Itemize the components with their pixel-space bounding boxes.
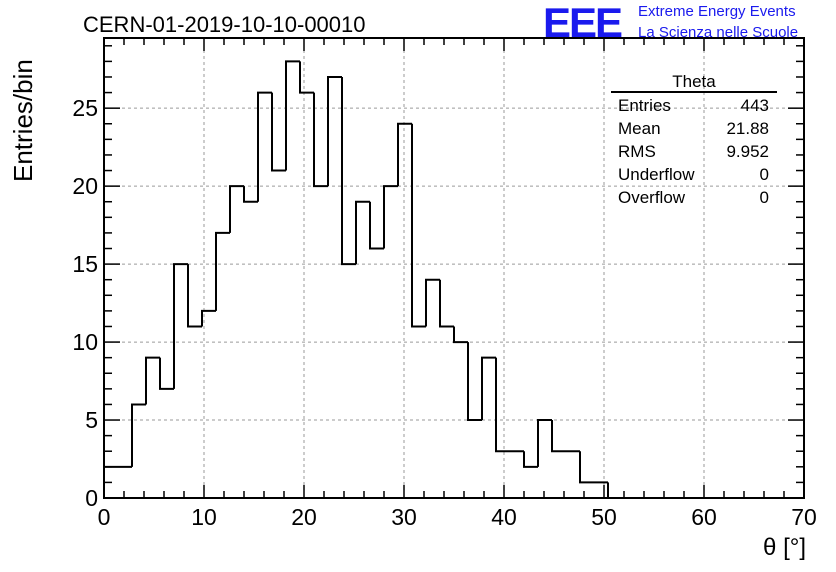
stats-title: Theta bbox=[672, 72, 716, 91]
y-tick-label: 15 bbox=[72, 251, 98, 277]
x-axis-label: θ [°] bbox=[763, 534, 806, 561]
stats-row-rms: RMS 9.952 bbox=[611, 140, 777, 163]
stats-value: 0 bbox=[759, 188, 769, 207]
histogram-bin bbox=[369, 201, 384, 250]
y-tick-label: 0 bbox=[85, 485, 98, 511]
histogram-bin bbox=[355, 200, 370, 265]
logo-subtitle-1: Extreme Energy Events bbox=[638, 3, 796, 20]
x-tick-label: 50 bbox=[591, 504, 617, 530]
histogram-bin bbox=[453, 326, 468, 344]
histogram-bin bbox=[439, 279, 454, 328]
y-tick-label: 10 bbox=[72, 329, 98, 355]
stats-row-underflow: Underflow 0 bbox=[611, 163, 777, 186]
histogram-bin bbox=[481, 356, 496, 421]
histogram-bin bbox=[187, 264, 202, 328]
histogram-bin bbox=[299, 61, 314, 94]
histogram-bin bbox=[201, 309, 216, 327]
stats-label: Entries bbox=[618, 96, 671, 115]
stats-label: Underflow bbox=[618, 165, 695, 184]
x-tick-label: 20 bbox=[291, 504, 317, 530]
histogram-bin bbox=[579, 451, 608, 484]
histogram-bin bbox=[215, 231, 230, 311]
stats-value: 21.88 bbox=[726, 119, 769, 138]
histogram-bin bbox=[271, 92, 286, 172]
histogram-bin bbox=[523, 451, 538, 468]
histogram-bin bbox=[131, 403, 146, 467]
histogram-bin bbox=[145, 356, 160, 405]
x-tick-label: 40 bbox=[491, 504, 517, 530]
histogram-bin bbox=[173, 263, 188, 389]
histogram-bin bbox=[159, 357, 174, 390]
y-tick-label: 5 bbox=[85, 407, 98, 433]
histogram-bin bbox=[551, 420, 580, 453]
stats-label: Mean bbox=[618, 119, 661, 138]
stats-label: Overflow bbox=[618, 188, 686, 207]
histogram-bin bbox=[411, 123, 426, 328]
histogram-bin bbox=[425, 278, 440, 327]
histogram-bin bbox=[327, 75, 342, 187]
stats-value: 9.952 bbox=[726, 142, 769, 161]
stats-box: Theta Entries 443 Mean 21.88 RMS 9.952 U… bbox=[611, 72, 777, 209]
histogram-bin bbox=[383, 185, 398, 249]
x-tick-label: 10 bbox=[191, 504, 217, 530]
histogram-bin bbox=[537, 419, 552, 467]
histogram-bin bbox=[285, 60, 300, 171]
histogram-bin bbox=[229, 185, 244, 233]
histogram-bin bbox=[257, 91, 272, 202]
histogram-bin bbox=[397, 122, 412, 187]
logo-subtitle-2: La Scienza nelle Scuole bbox=[638, 24, 799, 41]
y-axis-label: Entries/bin bbox=[8, 59, 38, 182]
stats-label: RMS bbox=[618, 142, 656, 161]
x-tick-label: 60 bbox=[691, 504, 717, 530]
y-tick-label: 20 bbox=[72, 173, 98, 199]
run-title: CERN-01-2019-10-10-00010 bbox=[83, 12, 366, 37]
stats-value: 0 bbox=[759, 165, 769, 184]
histogram-bin bbox=[495, 357, 524, 453]
x-tick-label: 30 bbox=[391, 504, 417, 530]
stats-value: 443 bbox=[740, 96, 769, 115]
x-tick-label: 0 bbox=[98, 504, 111, 530]
histogram-bin bbox=[467, 342, 482, 422]
stats-row-entries: Entries 443 bbox=[611, 94, 777, 117]
stats-divider bbox=[611, 91, 777, 93]
plot-frame bbox=[103, 37, 805, 499]
x-tick-label: 70 bbox=[791, 504, 817, 530]
y-tick-label: 25 bbox=[72, 95, 98, 121]
histogram-bin bbox=[341, 76, 356, 266]
histogram-bin bbox=[313, 92, 328, 188]
eee-logo: EEE bbox=[543, 0, 623, 46]
histogram-bin bbox=[243, 186, 258, 203]
stats-row-mean: Mean 21.88 bbox=[611, 117, 777, 140]
stats-row-overflow: Overflow 0 bbox=[611, 186, 777, 209]
